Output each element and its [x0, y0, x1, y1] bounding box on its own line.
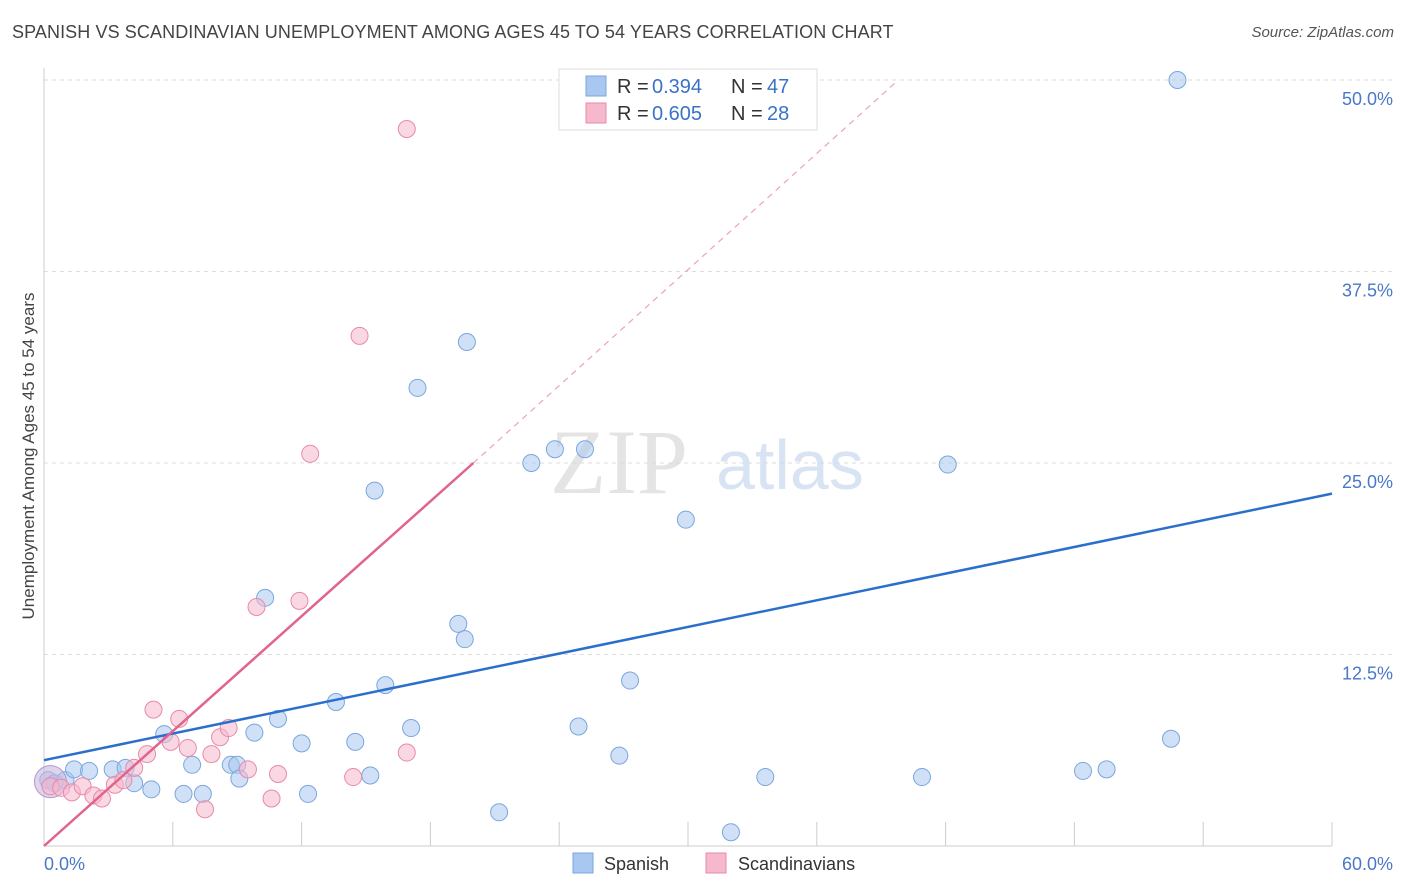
spanish-point: [142, 780, 161, 799]
spanish-point: [545, 440, 564, 459]
scandinavian-point: [262, 789, 281, 808]
spanish-point: [721, 823, 740, 842]
bottom-legend-swatch-scandinavian: [705, 852, 727, 874]
legend-n-value-spanish: 47: [767, 76, 789, 98]
spanish-point: [361, 766, 380, 785]
legend-r-value-scandinavian: 0.605: [652, 103, 702, 125]
gridlines: [44, 79, 1392, 655]
x-tick-labels: 0.0% 60.0%: [44, 854, 1393, 874]
spanish-point: [183, 755, 202, 774]
spanish-point: [1073, 761, 1092, 780]
spanish-point: [522, 454, 541, 472]
legend-n-label-spanish: N =: [731, 76, 763, 98]
stats-legend: R = 0.394 N = 47 R = 0.605 N = 28: [558, 68, 818, 131]
spanish-point: [402, 719, 421, 738]
spanish-point: [455, 630, 474, 649]
legend-swatch-scandinavian: [585, 102, 607, 124]
scandinavian-point: [202, 745, 221, 764]
bottom-legend-label-spanish: Spanish: [604, 854, 669, 874]
spanish-point: [912, 768, 931, 787]
scandinavian-point: [290, 591, 309, 610]
scandinavian-points: [41, 120, 416, 819]
spanish-point: [938, 455, 957, 474]
spanish-point: [569, 717, 588, 736]
spanish-point: [346, 732, 365, 751]
watermark-atlas: atlas: [716, 426, 864, 504]
scandinavian-point: [344, 768, 363, 787]
scandinavian-trend-line: [43, 462, 475, 847]
y-tick-label: 12.5%: [1342, 664, 1393, 684]
scandinavian-point: [247, 598, 266, 617]
spanish-point: [299, 784, 318, 803]
y-tick-label: 50.0%: [1342, 89, 1393, 109]
series-legend: Spanish Scandinavians: [572, 852, 855, 874]
legend-n-label-scandinavian: N =: [731, 103, 763, 125]
spanish-point: [193, 784, 212, 803]
scandinavian-point: [350, 326, 369, 345]
y-tick-label: 25.0%: [1342, 472, 1393, 492]
watermark: ZIP atlas: [550, 411, 864, 513]
bottom-legend-label-scandinavian: Scandinavians: [738, 854, 855, 874]
x-tick-label: 0.0%: [44, 854, 85, 874]
scandinavian-point: [178, 738, 197, 757]
scandinavian-point: [238, 760, 257, 779]
chart-title: SPANISH VS SCANDINAVIAN UNEMPLOYMENT AMO…: [12, 22, 894, 42]
source-credit: Source: ZipAtlas.com: [1251, 24, 1394, 41]
spanish-point: [490, 803, 509, 822]
scandinavian-point: [114, 771, 133, 790]
spanish-point: [65, 760, 84, 779]
spanish-point: [756, 768, 775, 787]
legend-r-value-spanish: 0.394: [652, 76, 702, 98]
spanish-point: [174, 784, 193, 803]
spanish-trend-line: [43, 492, 1333, 762]
legend-r-label-scandinavian: R =: [617, 103, 649, 125]
scandinavian-point: [397, 743, 416, 762]
y-axis-title: Unemployment Among Ages 45 to 54 years: [19, 293, 38, 620]
x-tick-label: 60.0%: [1342, 854, 1393, 874]
spanish-point: [268, 709, 287, 728]
scandinavian-point: [144, 700, 163, 719]
spanish-point: [1162, 729, 1180, 748]
y-tick-label: 37.5%: [1342, 281, 1393, 301]
trend-lines: [43, 79, 1333, 847]
spanish-point: [575, 440, 594, 459]
spanish-point: [1168, 71, 1187, 89]
scandinavian-point: [125, 758, 144, 777]
scandinavian-trend-extension: [472, 79, 899, 464]
spanish-point: [80, 761, 99, 780]
spanish-point: [449, 614, 468, 633]
y-tick-labels: 12.5% 25.0% 37.5% 50.0%: [1342, 89, 1393, 684]
scandinavian-point: [397, 120, 416, 139]
spanish-point: [621, 671, 640, 690]
spanish-point: [676, 510, 695, 529]
spanish-point: [408, 378, 427, 397]
spanish-point: [610, 746, 629, 765]
spanish-point: [365, 481, 384, 500]
x-ticks: [172, 822, 1333, 846]
scandinavian-point: [268, 764, 287, 783]
scandinavian-point: [301, 444, 320, 463]
spanish-point: [457, 332, 476, 351]
watermark-zip: ZIP: [550, 411, 688, 513]
scandinavian-point: [196, 800, 214, 819]
scandinavian-point: [92, 789, 111, 808]
spanish-point: [1097, 760, 1116, 779]
legend-n-value-scandinavian: 28: [767, 103, 789, 125]
spanish-point: [245, 723, 264, 742]
spanish-point: [292, 734, 311, 753]
bottom-legend-swatch-spanish: [572, 852, 594, 874]
legend-r-label-spanish: R =: [617, 76, 649, 98]
legend-swatch-spanish: [585, 75, 607, 97]
